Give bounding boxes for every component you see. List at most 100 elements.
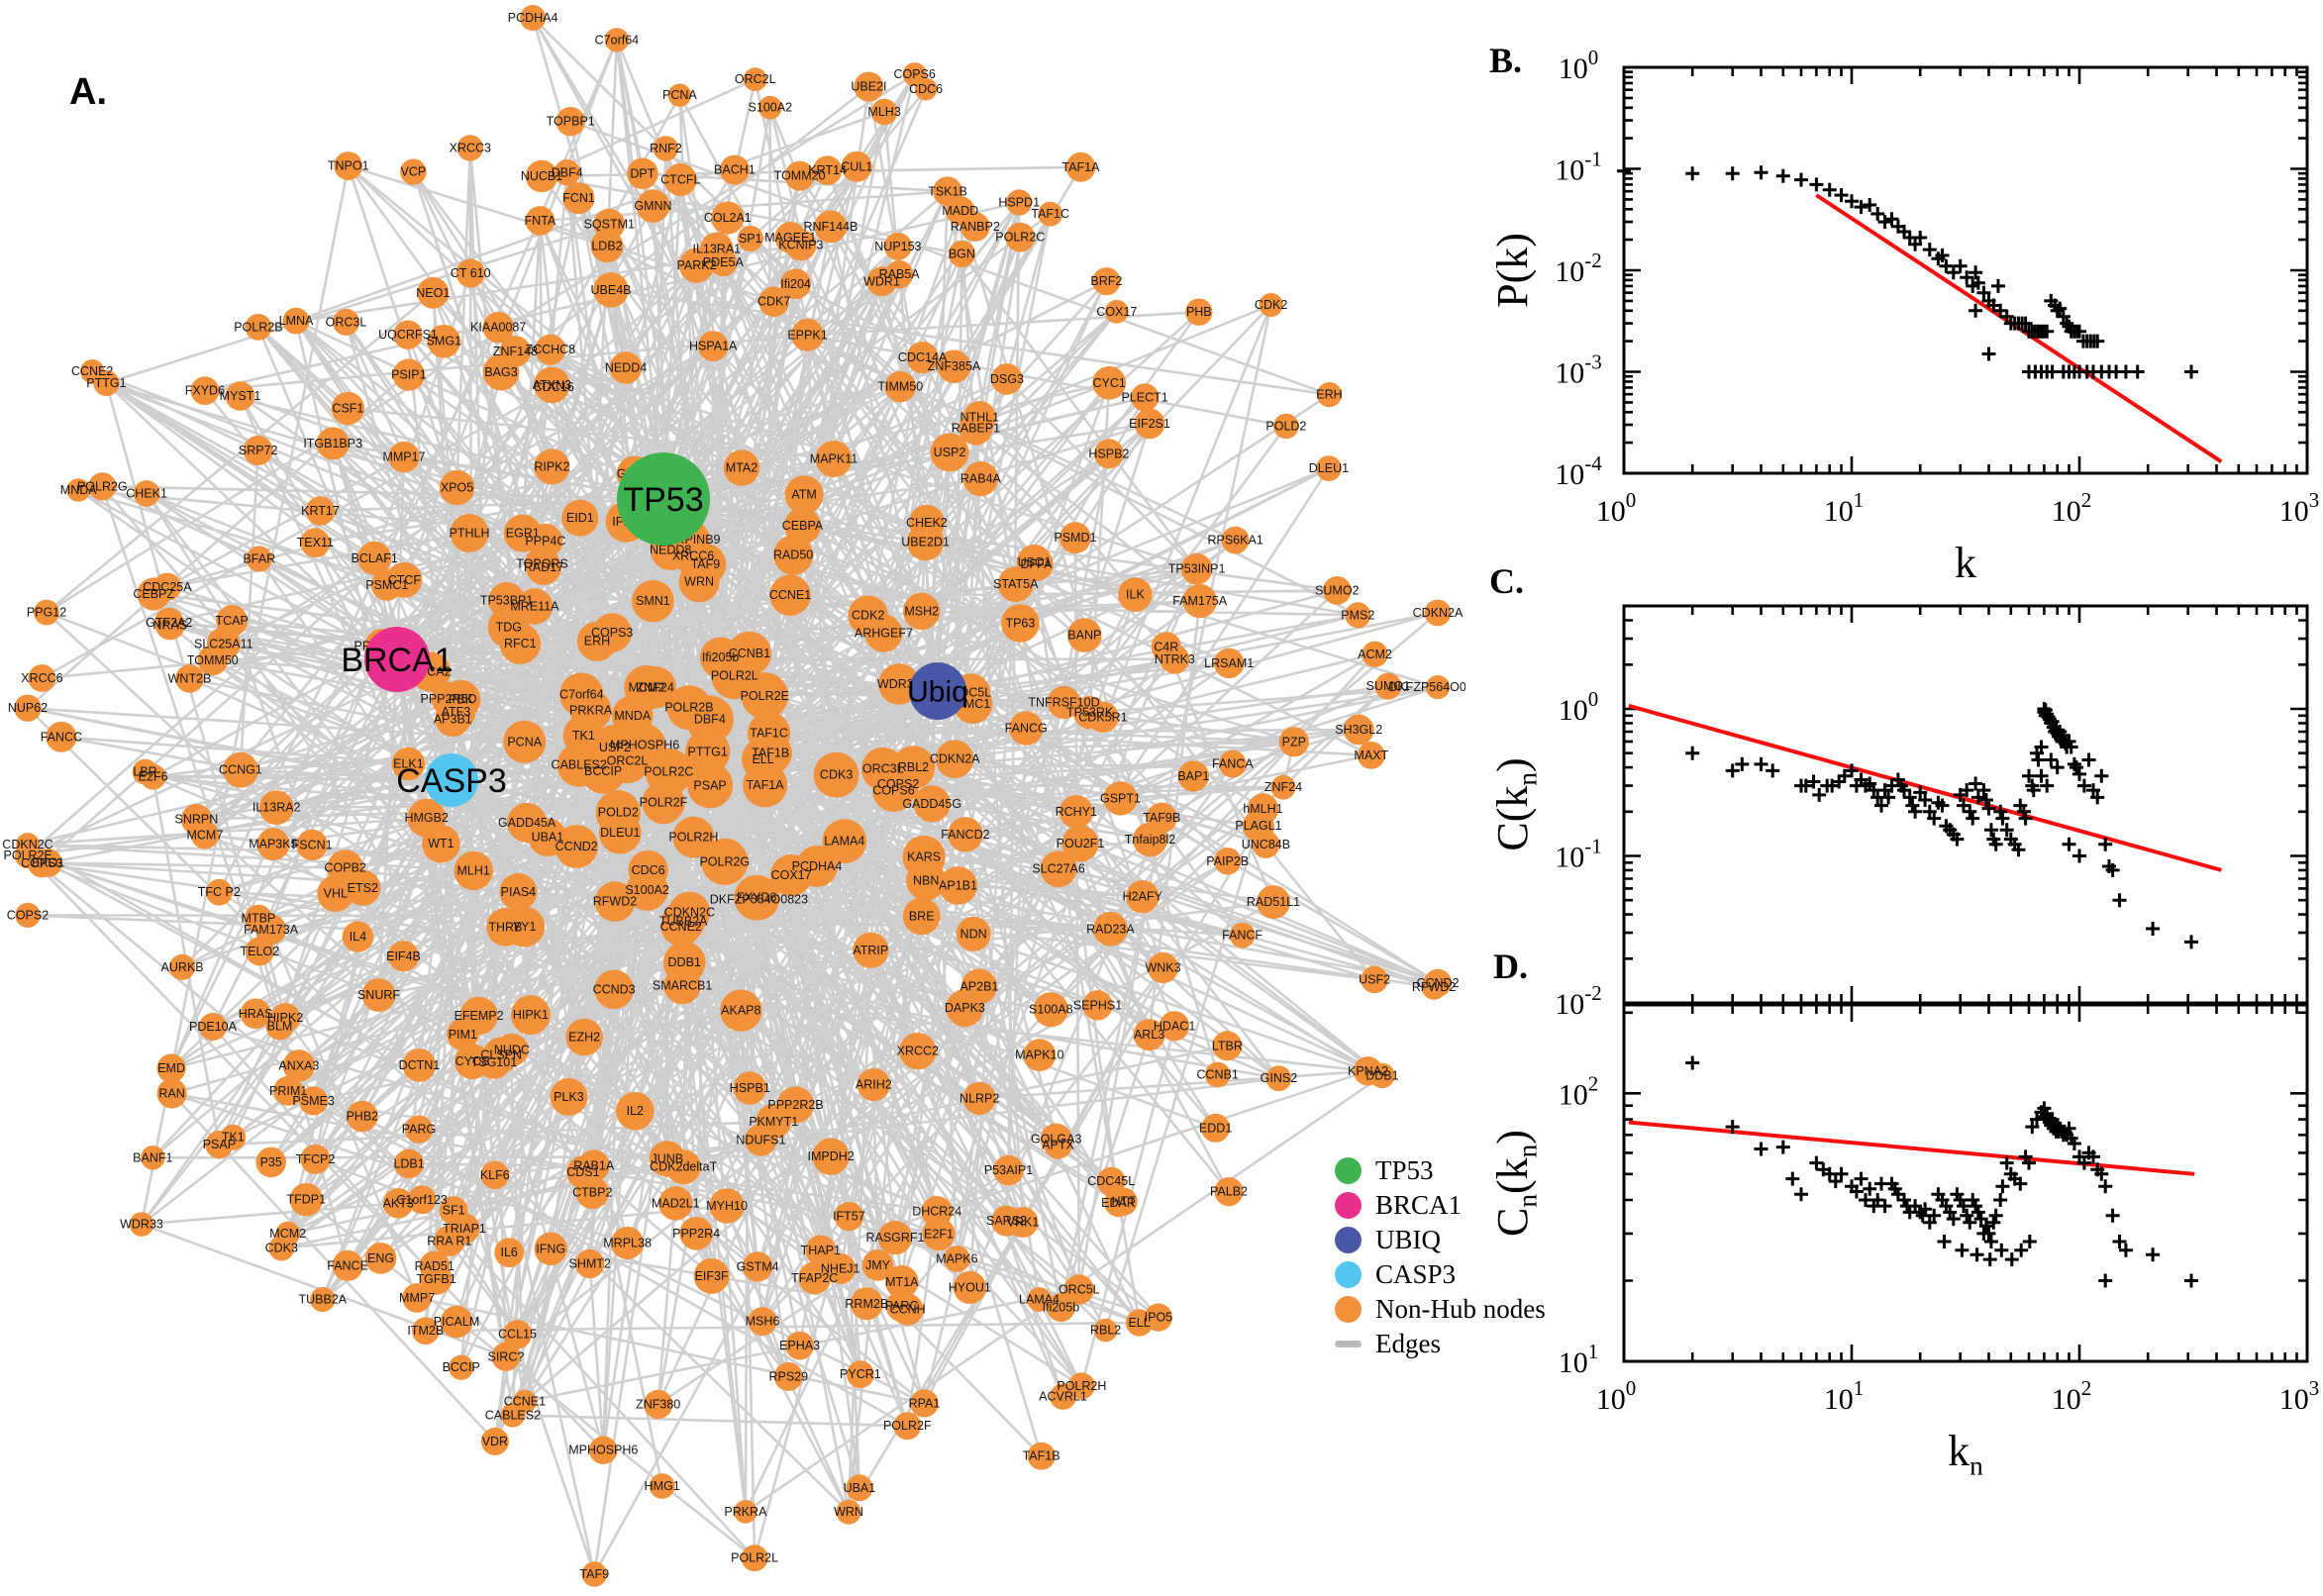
gene-label: AP1B1 xyxy=(939,879,977,893)
axis-label: Cn(kn) xyxy=(1488,1130,1543,1237)
network-node xyxy=(910,1389,939,1418)
gene-label: BAG3 xyxy=(484,365,517,379)
network-node xyxy=(357,541,392,575)
network-node xyxy=(854,71,884,102)
network-node xyxy=(906,342,939,374)
gene-label: TP63 xyxy=(1005,617,1035,631)
network-node xyxy=(594,881,636,922)
gene-label: PHB2 xyxy=(346,1110,378,1124)
network-node xyxy=(258,790,294,826)
network-node xyxy=(223,751,258,788)
gene-label: NEDD4 xyxy=(605,361,647,375)
network-node xyxy=(661,899,705,944)
network-node xyxy=(524,547,560,582)
tick-label: 10-2 xyxy=(1555,981,1602,1021)
gene-label: HSPD1 xyxy=(998,196,1040,210)
gene-label: CEBPZ xyxy=(133,587,174,601)
network-node xyxy=(1001,604,1040,643)
gene-label: S100A2 xyxy=(749,101,793,115)
network-node xyxy=(370,569,403,601)
network-node xyxy=(268,1235,295,1261)
network-node xyxy=(525,206,556,236)
gene-label: TAF9 xyxy=(691,557,721,571)
gene-label: UBA1 xyxy=(844,1481,876,1495)
gene-label: TP53BP1 xyxy=(480,593,534,607)
network-node xyxy=(1118,577,1153,612)
hub-node-tp53 xyxy=(617,452,710,546)
gene-label: S100A2 xyxy=(625,883,669,897)
gene-label: PIAS4 xyxy=(501,885,536,899)
network-node xyxy=(1096,1166,1126,1196)
gene-label: HSPB2 xyxy=(1088,447,1129,460)
brca1-dot-icon xyxy=(1335,1191,1362,1219)
tick-label: 102 xyxy=(2052,1376,2092,1416)
network-node xyxy=(391,747,426,781)
network-node xyxy=(853,932,889,968)
network-node xyxy=(132,758,158,785)
gene-label: POLD2 xyxy=(1265,419,1306,433)
network-node xyxy=(422,824,460,863)
network-node xyxy=(611,1227,645,1259)
gene-label: MPHOSPH6 xyxy=(610,738,679,751)
network-node xyxy=(342,921,374,952)
nonhub-dot-icon xyxy=(1335,1295,1362,1323)
network-node xyxy=(575,1176,609,1210)
gene-label: TSK1B xyxy=(928,184,967,198)
gene-label: PMS2 xyxy=(1341,608,1374,622)
gene-label: POLR2H xyxy=(668,831,718,845)
network-node xyxy=(993,1154,1024,1186)
gene-label: ELL xyxy=(752,752,773,766)
network-node xyxy=(15,902,41,929)
gene-label: WT1 xyxy=(428,837,454,850)
network-node xyxy=(412,1317,440,1345)
gene-label: WNK3 xyxy=(1145,961,1180,975)
gene-label: C7orf64 xyxy=(595,33,640,47)
gene-label: SMARCB1 xyxy=(653,979,712,993)
network-node xyxy=(361,978,396,1012)
gene-label: NUCB1 xyxy=(521,169,562,183)
network-node xyxy=(510,995,551,1036)
network-node xyxy=(1316,382,1343,408)
network-node xyxy=(785,229,817,261)
gene-label: CCNB1 xyxy=(729,647,770,660)
network-node xyxy=(1316,455,1342,481)
network-node xyxy=(240,998,271,1030)
gene-label: SIRC? xyxy=(487,1349,524,1363)
gene-label: PDE10A xyxy=(189,1020,238,1034)
gene-label: JMY xyxy=(865,1258,891,1272)
network-node xyxy=(327,849,364,886)
network-node xyxy=(1130,383,1160,412)
gene-label: LDB1 xyxy=(393,1156,424,1170)
tick-label: 10-4 xyxy=(1555,451,1602,491)
gene-label: CDKN2C xyxy=(2,838,52,851)
network-node xyxy=(991,363,1023,395)
network-node xyxy=(784,507,821,545)
gene-label: CCND2 xyxy=(1416,976,1459,990)
gene-label: CABLES2 xyxy=(552,758,607,772)
network-node xyxy=(169,953,196,980)
network-node xyxy=(693,1257,730,1294)
gene-label: RASGRF1 xyxy=(865,1231,924,1245)
gene-label: RNF144B xyxy=(803,220,858,234)
network-node xyxy=(454,1044,490,1080)
gene-label: CTCF xyxy=(388,573,422,587)
network-node xyxy=(776,1086,815,1124)
network-node xyxy=(709,1188,745,1224)
gene-label: FAM173A xyxy=(244,923,299,937)
network-node xyxy=(1104,299,1129,324)
gene-label: SLC27A6 xyxy=(1032,862,1085,876)
tick-label: 101 xyxy=(1559,1340,1599,1379)
gene-label: RRM2B xyxy=(845,1297,888,1311)
gene-label: C7orf64 xyxy=(559,688,604,702)
gene-label: TFCP2 xyxy=(296,1152,336,1166)
gene-label: FANCA xyxy=(1212,757,1254,771)
network-node xyxy=(593,208,626,241)
network-node xyxy=(449,1354,474,1380)
network-node xyxy=(427,324,461,358)
gene-label: C4R xyxy=(1154,640,1178,653)
gene-label: WNT2B xyxy=(168,671,212,685)
gene-label: SARS2 xyxy=(986,1214,1027,1228)
gene-label: KLF6 xyxy=(480,1168,510,1182)
gene-label: RNF2 xyxy=(650,142,682,155)
gene-label: TP53RK xyxy=(1066,706,1114,720)
